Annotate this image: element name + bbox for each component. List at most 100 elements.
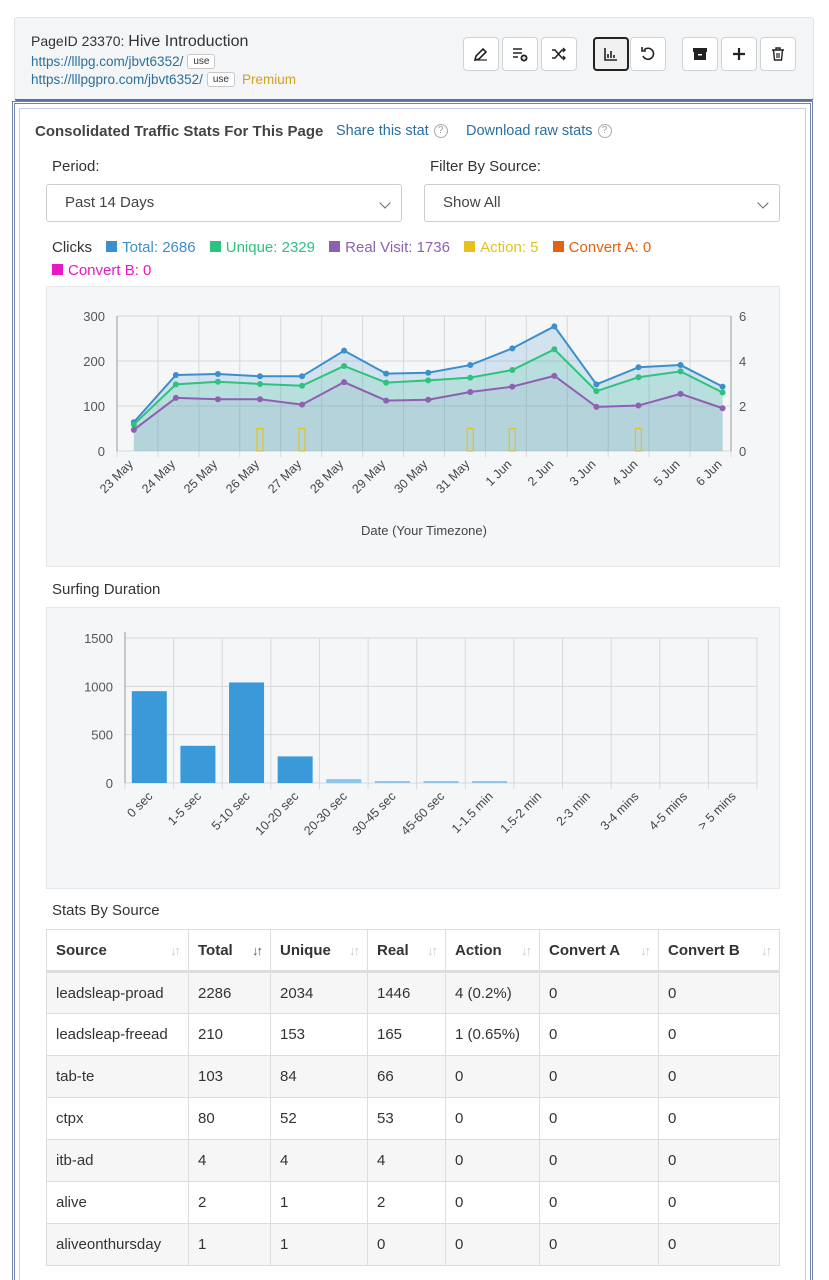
source-select[interactable]: Show All	[424, 184, 780, 222]
legend-item-convert-a[interactable]: Convert A: 0	[552, 236, 651, 259]
data-point	[719, 405, 726, 412]
edit-button[interactable]	[463, 37, 499, 71]
col-convert-b[interactable]: Convert B ↓↑	[658, 929, 780, 973]
download-stats-link[interactable]: Download raw stats ?	[466, 123, 612, 139]
legend-item-unique[interactable]: Unique: 2329	[209, 236, 315, 259]
x-tick-label: 1 Jun	[483, 457, 515, 489]
table-cell: 0	[445, 1223, 540, 1266]
y2-tick-label: 0	[739, 444, 746, 459]
table-cell: 0	[445, 1055, 540, 1098]
table-cell: 1446	[367, 971, 446, 1014]
data-point	[509, 367, 516, 373]
stats-title: Consolidated Traffic Stats For This Page	[35, 123, 324, 140]
col-total[interactable]: Total ↓↑	[188, 929, 271, 973]
duration-bar	[326, 779, 362, 783]
table-cell: 0	[658, 1013, 780, 1056]
data-point	[635, 402, 642, 409]
table-cell: 165	[367, 1013, 446, 1056]
stats-button[interactable]	[593, 37, 629, 71]
col-unique[interactable]: Unique ↓↑	[270, 929, 368, 973]
share-stat-link[interactable]: Share this stat ?	[336, 123, 448, 139]
help-icon[interactable]: ?	[597, 124, 612, 138]
y2-tick-label: 6	[739, 309, 746, 324]
table-cell: 2	[367, 1181, 446, 1224]
col-label: Unique	[280, 941, 331, 959]
short-url-link[interactable]: https://lllpg.com/jbvt6352/	[31, 54, 184, 69]
use-pro-url-button[interactable]: use	[206, 72, 235, 87]
period-value: Past 14 Days	[65, 194, 155, 211]
data-point	[635, 374, 642, 381]
source-stats-table: Source ↓↑ Total ↓↑ Unique ↓↑ Real ↓↑ Action ↓…	[46, 929, 780, 1266]
col-label: Real	[377, 941, 409, 959]
table-cell: aliveonthursday	[46, 1223, 189, 1266]
period-select[interactable]: Past 14 Days	[46, 184, 402, 222]
download-stats-label[interactable]: Download raw stats	[466, 123, 593, 139]
sort-icon[interactable]: ↓↑	[170, 943, 181, 958]
page-id-label: PageID 23370:	[31, 33, 125, 49]
sort-desc-icon[interactable]: ↓↑	[252, 943, 263, 958]
sort-icon[interactable]: ↓↑	[761, 943, 772, 958]
col-label: Total	[198, 941, 233, 959]
legend-item-action[interactable]: Action: 5	[464, 236, 539, 259]
legend-swatch	[329, 241, 341, 252]
duration-bar	[180, 745, 216, 783]
sort-icon[interactable]: ↓↑	[427, 943, 438, 958]
col-action[interactable]: Action ↓↑	[445, 929, 540, 973]
table-cell: 2034	[270, 971, 368, 1014]
table-cell: leadsleap-freead	[46, 1013, 189, 1056]
help-icon[interactable]: ?	[433, 124, 448, 138]
table-cell: 66	[367, 1055, 446, 1098]
table-body: leadsleap-proad 2286 2034 1446 4 (0.2%) 0 0 lea…	[46, 971, 780, 1266]
table-cell: 103	[188, 1055, 271, 1098]
data-point	[214, 378, 221, 385]
source-table-label: Stats By Source	[52, 902, 160, 919]
sort-icon[interactable]: ↓↑	[349, 943, 360, 958]
add-button[interactable]	[721, 37, 757, 71]
table-row: ctpx 80 52 53 0 0 0	[46, 1097, 780, 1140]
archive-button[interactable]	[682, 37, 718, 71]
add-to-list-button[interactable]	[502, 37, 538, 71]
action-bar	[508, 427, 516, 452]
rotate-button[interactable]	[541, 37, 577, 71]
legend-title: Clicks	[52, 239, 92, 256]
x-tick-label: 1.5-2 min	[498, 789, 545, 836]
data-point	[425, 377, 432, 384]
data-point	[299, 373, 306, 380]
col-source[interactable]: Source ↓↑	[46, 929, 189, 973]
short-url-row: https://lllpg.com/jbvt6352/ use	[31, 54, 216, 69]
y2-tick-label: 4	[739, 354, 746, 369]
legend-item-real-visit[interactable]: Real Visit: 1736	[329, 236, 450, 259]
x-tick-label: 30 May	[391, 457, 430, 496]
share-stat-label[interactable]: Share this stat	[336, 123, 429, 139]
col-label: Convert A	[549, 941, 621, 959]
x-tick-label: 5-10 sec	[209, 789, 253, 833]
data-point	[719, 383, 726, 390]
table-cell: 0	[445, 1097, 540, 1140]
legend-label: Real Visit: 1736	[345, 239, 450, 256]
legend-item-convert-b[interactable]: Convert B: 0	[52, 259, 151, 282]
table-cell: 80	[188, 1097, 271, 1140]
col-convert-a[interactable]: Convert A ↓↑	[539, 929, 659, 973]
duration-bar	[374, 781, 410, 783]
legend-item-total[interactable]: Total: 2686	[106, 236, 196, 259]
table-row: alive 2 1 2 0 0 0	[46, 1181, 780, 1224]
x-tick-label: 3 Jun	[567, 457, 599, 489]
use-url-button[interactable]: use	[187, 54, 216, 69]
legend-label: Convert B: 0	[68, 262, 152, 279]
action-bar	[634, 427, 643, 452]
clicks-chart: 300 6 200 4 100 2 0 0 23 May 24 May 25 May 26 May 27…	[46, 286, 780, 567]
reset-button[interactable]	[630, 37, 666, 71]
data-point	[256, 396, 263, 403]
pro-url-link[interactable]: https://lllpgpro.com/jbvt6352/	[31, 72, 203, 87]
table-cell: 4 (0.2%)	[445, 971, 540, 1014]
data-point	[677, 362, 684, 369]
table-cell: 1	[270, 1223, 368, 1266]
x-tick-label: 1-5 sec	[165, 789, 204, 828]
col-real[interactable]: Real ↓↑	[367, 929, 446, 973]
delete-button[interactable]	[760, 37, 796, 71]
sort-icon[interactable]: ↓↑	[521, 943, 532, 958]
x-tick-label: 23 May	[97, 457, 136, 496]
sort-icon[interactable]: ↓↑	[640, 943, 651, 958]
y-tick-label: 300	[83, 309, 105, 324]
legend-swatch	[209, 241, 221, 252]
